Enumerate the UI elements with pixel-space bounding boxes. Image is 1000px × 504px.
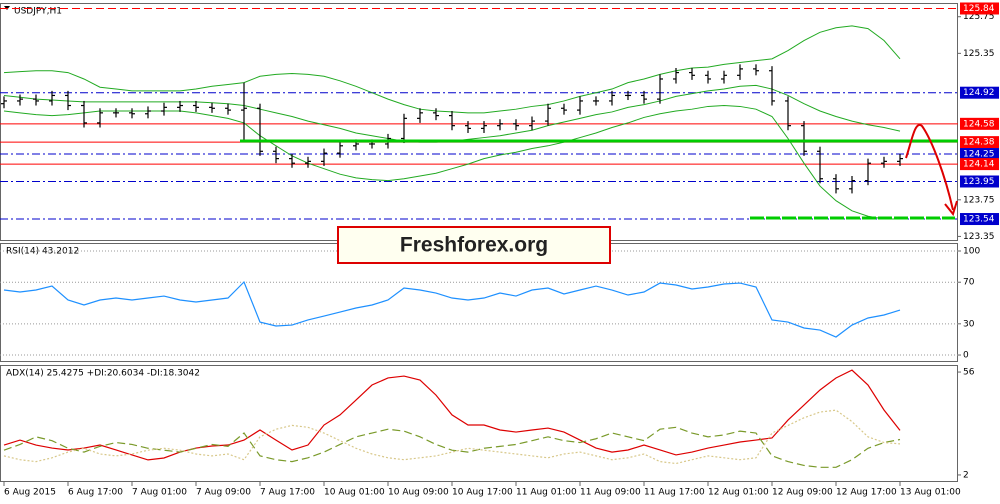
indicator-line [3,280,901,338]
y-tick-label: 70 [963,278,975,288]
level-tag-label: 124.58 [963,119,995,129]
level-tag-label: 125.84 [963,4,995,14]
y-tick-label: 2 [963,470,969,480]
x-tick-label: 6 Aug 2015 [4,488,56,498]
arrow-head [944,200,958,217]
level-tag-label: 124.92 [963,88,995,98]
x-tick-label: 7 Aug 17:00 [260,488,315,498]
y-tick-label: 56 [963,368,975,378]
x-tick-label: 11 Aug 01:00 [516,488,577,498]
x-tick-label: 10 Aug 09:00 [388,488,449,498]
x-tick-label: 13 Aug 01:00 [900,488,961,498]
level-tag [960,158,999,171]
y-tick-label: 125.35 [963,49,995,59]
y-tick-label: 30 [963,319,975,329]
y-tick-label: 123.75 [963,195,995,205]
annotation: Freshforex.org [400,234,548,257]
indicator-line [3,369,901,461]
y-tick-label: 123.35 [963,232,995,242]
level-tag [960,148,999,161]
level-tag [960,2,999,15]
y-tick-label: 100 [963,247,980,257]
level-tag-label: 124.38 [963,138,995,148]
x-tick-label: 11 Aug 17:00 [644,488,705,498]
annotation-box [337,226,611,264]
level-tag [960,136,999,149]
level-tag-label: 123.95 [963,177,995,187]
x-tick-label: 7 Aug 01:00 [132,488,187,498]
y-tick-label: 125.75 [963,12,995,22]
level-tag-label: 124.14 [963,160,995,170]
pane-title: ADX(14) 25.4275 +DI:20.6034 -DI:18.3042 [6,369,200,379]
pane-frame [0,365,958,482]
x-tick-label: 12 Aug 17:00 [836,488,897,498]
y-tick-label: 0 [963,351,969,361]
x-tick-label: 10 Aug 17:00 [452,488,513,498]
level-tag [960,86,999,99]
x-tick-label: 12 Aug 01:00 [708,488,769,498]
x-tick-label: 10 Aug 01:00 [324,488,385,498]
x-tick-label: 12 Aug 09:00 [772,488,833,498]
x-tick-label: 7 Aug 09:00 [196,488,251,498]
level-tag-label: 123.54 [963,215,995,225]
x-tick-label: 11 Aug 09:00 [580,488,641,498]
indicator-line [3,426,901,468]
level-tag [960,117,999,130]
level-tag-label: 124.25 [963,150,995,160]
x-tick-label: 6 Aug 17:00 [68,488,123,498]
level-tag [960,213,999,226]
band-line [3,105,900,220]
pane-title: USDJPY,H1 [14,7,62,17]
level-tag [960,175,999,188]
indicator-line [3,409,901,465]
forecast-arrow [905,123,954,211]
